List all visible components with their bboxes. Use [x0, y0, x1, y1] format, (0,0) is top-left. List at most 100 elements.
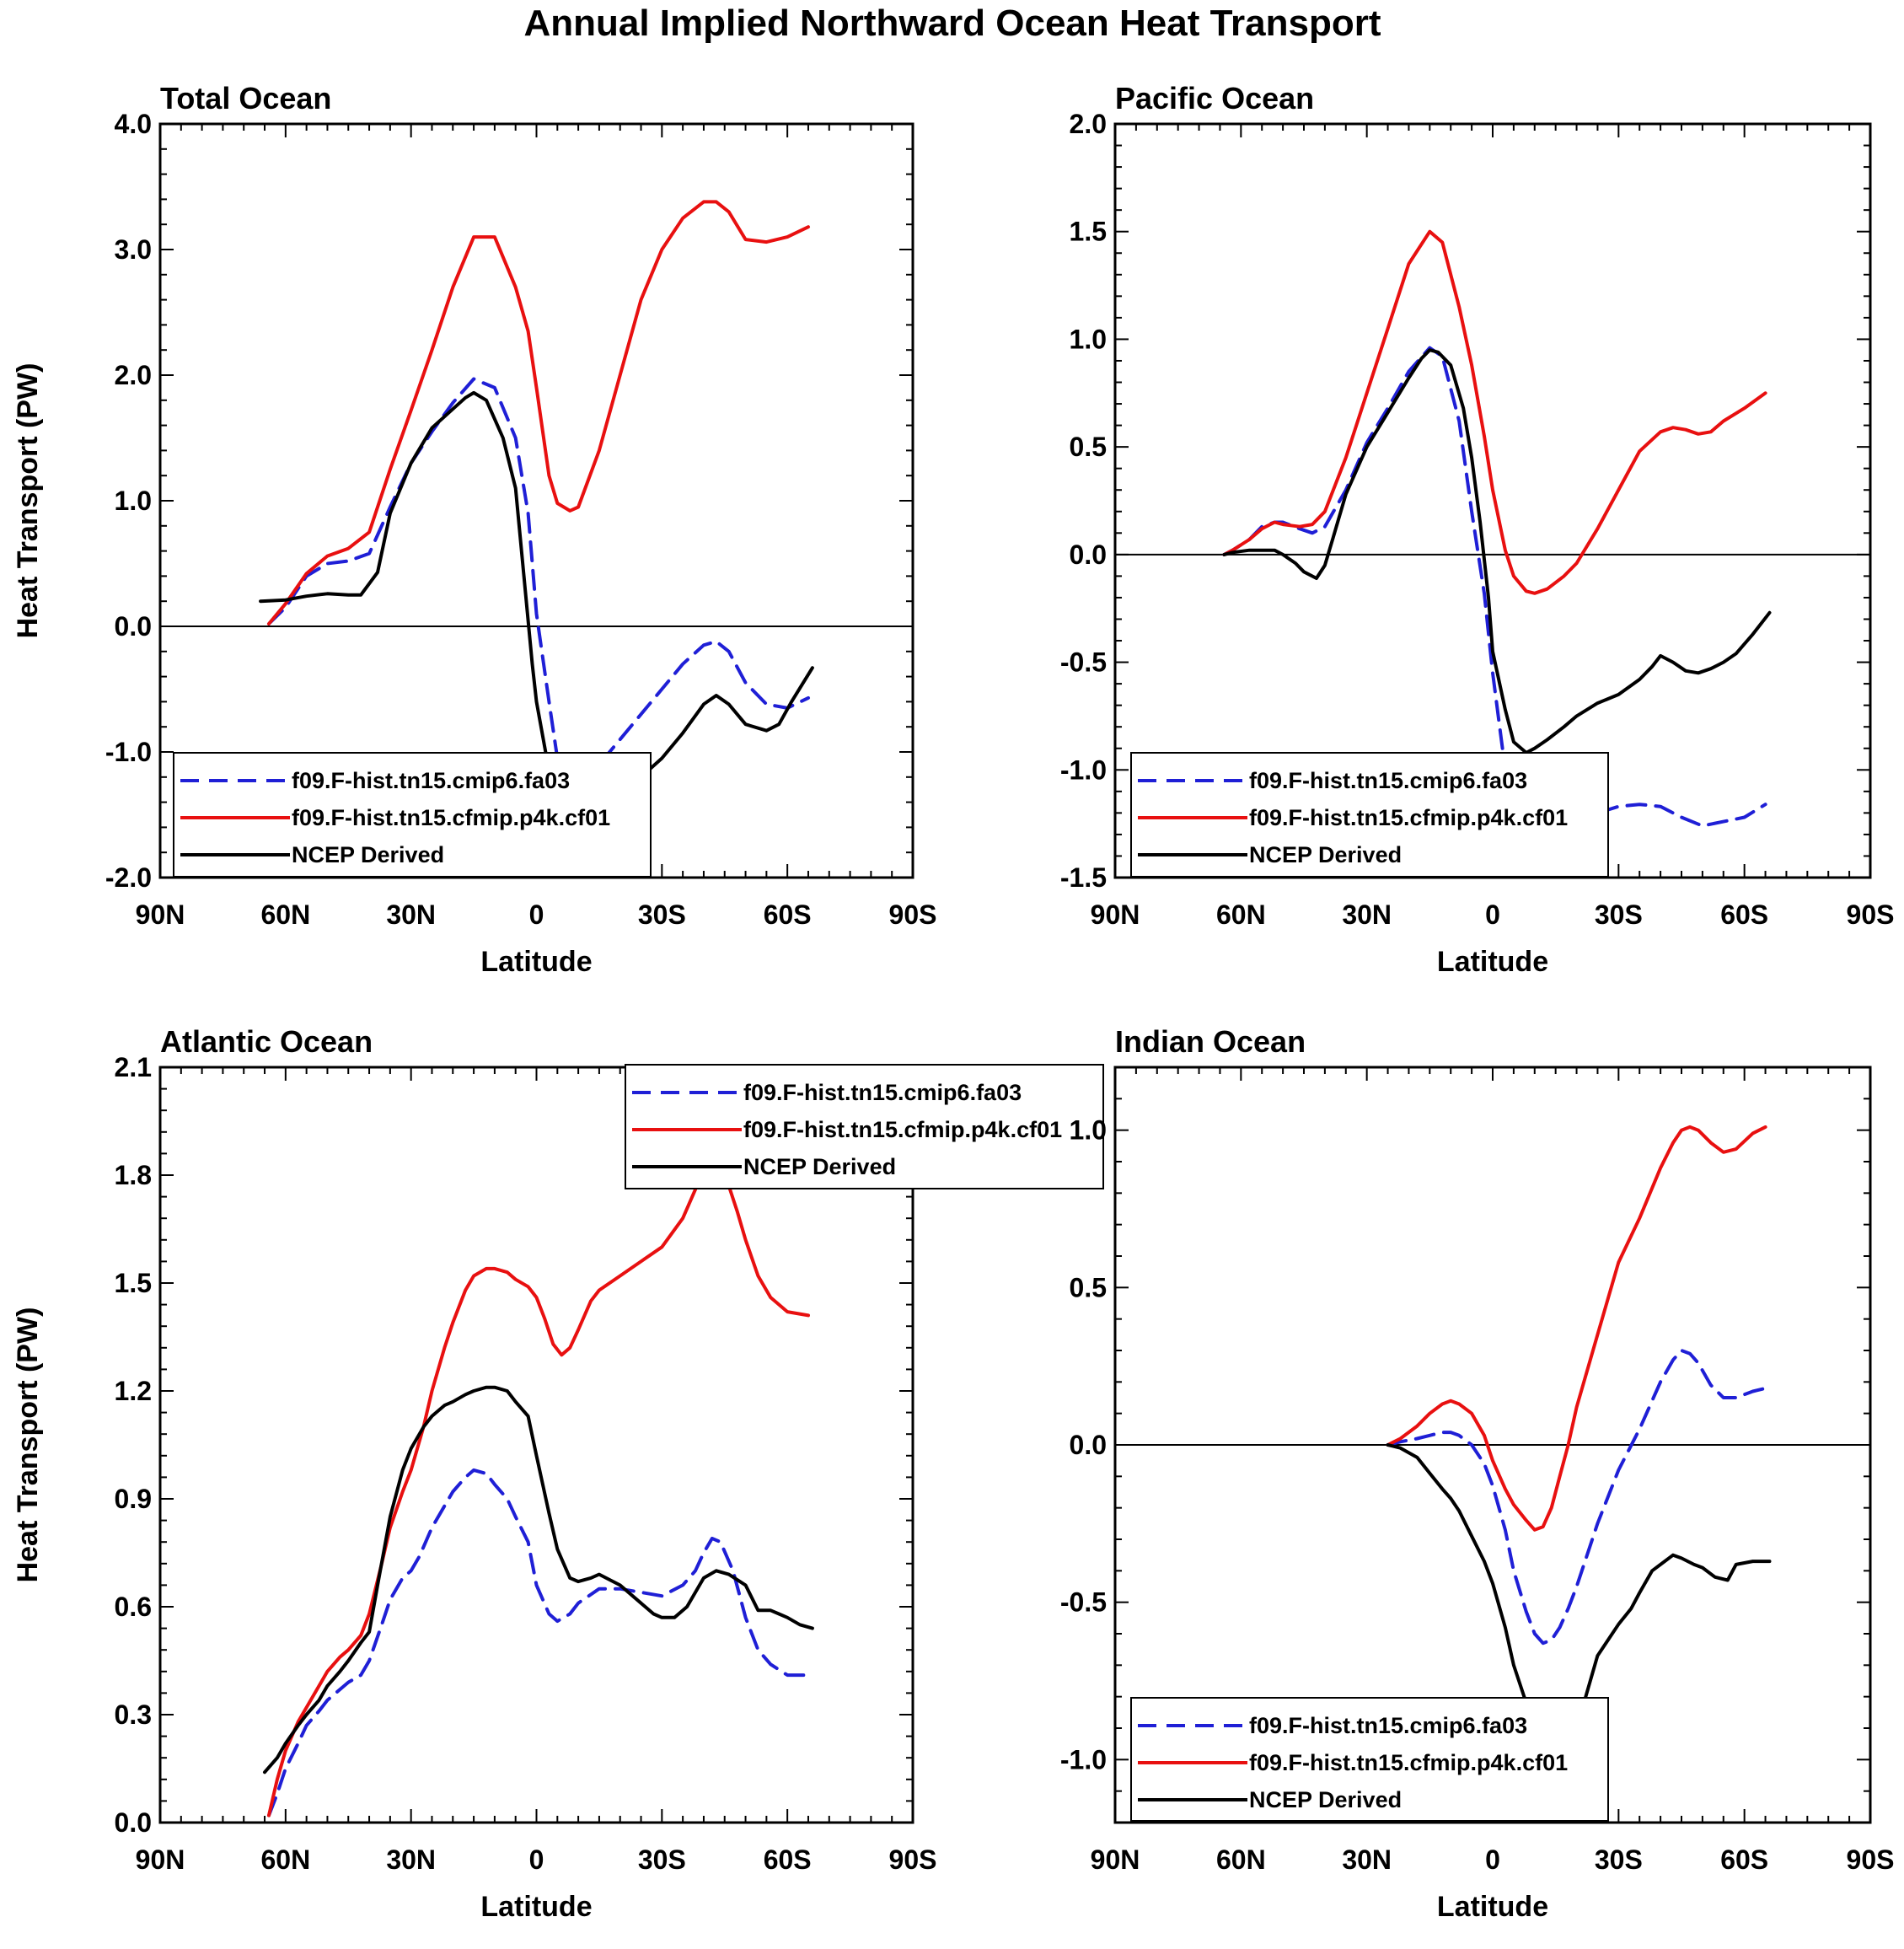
atlantic-y-tick-label: 0.3	[115, 1699, 152, 1730]
indian-panel-title: Indian Ocean	[1115, 1024, 1306, 1059]
pacific-series-line	[1222, 229, 1767, 595]
pacific-x-tick-label: 30N	[1342, 899, 1392, 930]
total-x-axis-title: Latitude	[480, 946, 592, 978]
pacific-y-tick-label: 0.0	[1070, 540, 1107, 570]
atlantic-y-tick-label: 1.5	[115, 1268, 152, 1298]
indian-y-tick-label: 0.0	[1070, 1430, 1107, 1460]
pacific-y-tick-label: -1.0	[1060, 754, 1107, 785]
total-y-tick-label: 4.0	[115, 109, 152, 139]
indian-x-tick-label: 60N	[1216, 1844, 1266, 1875]
atlantic-x-tick-label: 0	[529, 1844, 544, 1875]
total-y-tick-label: -2.0	[105, 862, 152, 893]
total-legend: f09.F-hist.tn15.cmip6.fa03 f09.F-hist.tn1…	[173, 752, 652, 878]
indian-x-axis-title: Latitude	[1437, 1891, 1548, 1923]
total-x-tick-label: 0	[529, 899, 544, 930]
indian-x-tick-label: 60S	[1720, 1844, 1768, 1875]
atlantic-legend: f09.F-hist.tn15.cmip6.fa03 f09.F-hist.tn1…	[625, 1064, 1104, 1189]
indian-y-tick-label: 0.5	[1070, 1272, 1107, 1302]
figure-title: Annual Implied Northward Ocean Heat Tran…	[523, 3, 1381, 44]
pacific-legend-label: f09.F-hist.tn15.cfmip.p4k.cf01	[1249, 805, 1568, 830]
pacific-series-line	[1222, 348, 1772, 754]
indian-series-line	[1386, 1349, 1767, 1646]
total-x-tick-label: 90N	[136, 899, 185, 930]
pacific-x-axis-title: Latitude	[1437, 946, 1548, 978]
pacific-x-tick-label: 0	[1485, 899, 1500, 930]
indian-legend-label: f09.F-hist.tn15.cmip6.fa03	[1249, 1713, 1527, 1738]
total-x-tick-label: 60N	[260, 899, 310, 930]
panels: Total Ocean 90N 60N 30N 0 30S 60S 90S -2.0 -1.0 0.…	[12, 81, 1894, 1923]
atlantic-plot-frame	[158, 1066, 914, 1824]
pacific-panel-title: Pacific Ocean	[1115, 81, 1314, 115]
atlantic-x-tick-label: 60S	[764, 1844, 812, 1875]
total-series-line	[267, 377, 810, 786]
pacific-legend-label: f09.F-hist.tn15.cmip6.fa03	[1249, 768, 1527, 793]
total-x-tick-label: 30N	[386, 899, 436, 930]
total-y-tick-label: 1.0	[115, 486, 152, 516]
indian-x-tick-label: 90S	[1847, 1844, 1895, 1875]
total-legend-label: NCEP Derived	[292, 842, 444, 867]
pacific-y-tick-label: 1.0	[1070, 324, 1107, 354]
atlantic-y-tick-label: 1.8	[115, 1160, 152, 1190]
pacific-x-tick-label: 90N	[1091, 899, 1140, 930]
pacific-y-tick-label: 1.5	[1070, 217, 1107, 247]
pacific-legend-label: NCEP Derived	[1249, 842, 1402, 867]
indian-y-tick-label: -0.5	[1060, 1587, 1107, 1618]
total-series-line	[267, 200, 810, 626]
total-x-tick-label: 90S	[889, 899, 937, 930]
indian-plot-frame	[1113, 1066, 1872, 1824]
atlantic-y-tick-label: 2.1	[115, 1052, 152, 1082]
total-panel: Total Ocean 90N 60N 30N 0 30S 60S 90S -2.0 -1.0 0.…	[12, 81, 936, 978]
total-y-tick-label: 3.0	[115, 234, 152, 265]
indian-x-tick-label: 30N	[1342, 1844, 1392, 1875]
total-legend-label: f09.F-hist.tn15.cfmip.p4k.cf01	[292, 805, 610, 830]
atlantic-x-tick-label: 60N	[260, 1844, 310, 1875]
pacific-x-tick-label: 60N	[1216, 899, 1266, 930]
atlantic-x-tick-label: 30S	[638, 1844, 686, 1875]
indian-x-tick-label: 90N	[1091, 1844, 1140, 1875]
indian-legend: f09.F-hist.tn15.cmip6.fa03 f09.F-hist.tn1…	[1130, 1697, 1609, 1822]
indian-x-tick-label: 0	[1485, 1844, 1500, 1875]
indian-x-tick-label: 30S	[1595, 1844, 1643, 1875]
total-legend-label: f09.F-hist.tn15.cmip6.fa03	[292, 768, 570, 793]
pacific-panel: Pacific Ocean 90N 60N 30N 0 30S 60S 90S -1.5 -1.0…	[1060, 81, 1895, 978]
pacific-series-line	[1222, 346, 1767, 830]
pacific-x-tick-label: 90S	[1847, 899, 1895, 930]
total-series-line	[259, 390, 814, 838]
atlantic-x-tick-label: 90N	[136, 1844, 185, 1875]
atlantic-y-tick-label: 0.6	[115, 1592, 152, 1622]
indian-panel: Indian Ocean 90N 60N 30N 0 30S 60S 90S -1.0 -0.5 0…	[1060, 1024, 1895, 1923]
atlantic-x-tick-label: 90S	[889, 1844, 937, 1875]
total-y-tick-label: -1.0	[105, 737, 152, 767]
pacific-y-tick-label: 2.0	[1070, 109, 1107, 139]
total-y-tick-label: 0.0	[115, 611, 152, 642]
total-x-tick-label: 30S	[638, 899, 686, 930]
atlantic-legend-label: NCEP Derived	[743, 1154, 896, 1179]
indian-y-tick-label: -1.0	[1060, 1744, 1107, 1775]
total-x-tick-label: 60S	[764, 899, 812, 930]
atlantic-x-tick-label: 30N	[386, 1844, 436, 1875]
pacific-y-tick-label: -0.5	[1060, 647, 1107, 678]
atlantic-panel: Atlantic Ocean 90N 60N 30N 0 30S 60S 90S 0.0 0.3 0…	[12, 1024, 1104, 1923]
atlantic-legend-label: f09.F-hist.tn15.cmip6.fa03	[743, 1080, 1022, 1105]
total-y-tick-label: 2.0	[115, 360, 152, 390]
atlantic-legend-label: f09.F-hist.tn15.cfmip.p4k.cf01	[743, 1117, 1062, 1142]
total-y-axis-title: Heat Transport (PW)	[12, 363, 44, 639]
atlantic-y-tick-label: 0.9	[115, 1484, 152, 1514]
indian-legend-label: f09.F-hist.tn15.cfmip.p4k.cf01	[1249, 1750, 1568, 1775]
pacific-x-tick-label: 30S	[1595, 899, 1643, 930]
atlantic-x-axis-title: Latitude	[480, 1891, 592, 1923]
atlantic-series-line	[263, 1385, 814, 1775]
pacific-legend: f09.F-hist.tn15.cmip6.fa03 f09.F-hist.tn1…	[1130, 752, 1609, 878]
atlantic-y-tick-label: 0.0	[115, 1807, 152, 1838]
indian-legend-label: NCEP Derived	[1249, 1787, 1402, 1812]
indian-y-tick-label: 1.0	[1070, 1115, 1107, 1146]
atlantic-series-line	[267, 1468, 810, 1817]
atlantic-y-axis-title: Heat Transport (PW)	[12, 1307, 44, 1583]
pacific-y-tick-label: 0.5	[1070, 432, 1107, 462]
atlantic-panel-title: Atlantic Ocean	[160, 1024, 373, 1059]
pacific-y-tick-label: -1.5	[1060, 862, 1107, 893]
indian-series-line	[1386, 1125, 1767, 1532]
atlantic-series-line	[267, 1162, 810, 1817]
total-panel-title: Total Ocean	[160, 81, 331, 115]
